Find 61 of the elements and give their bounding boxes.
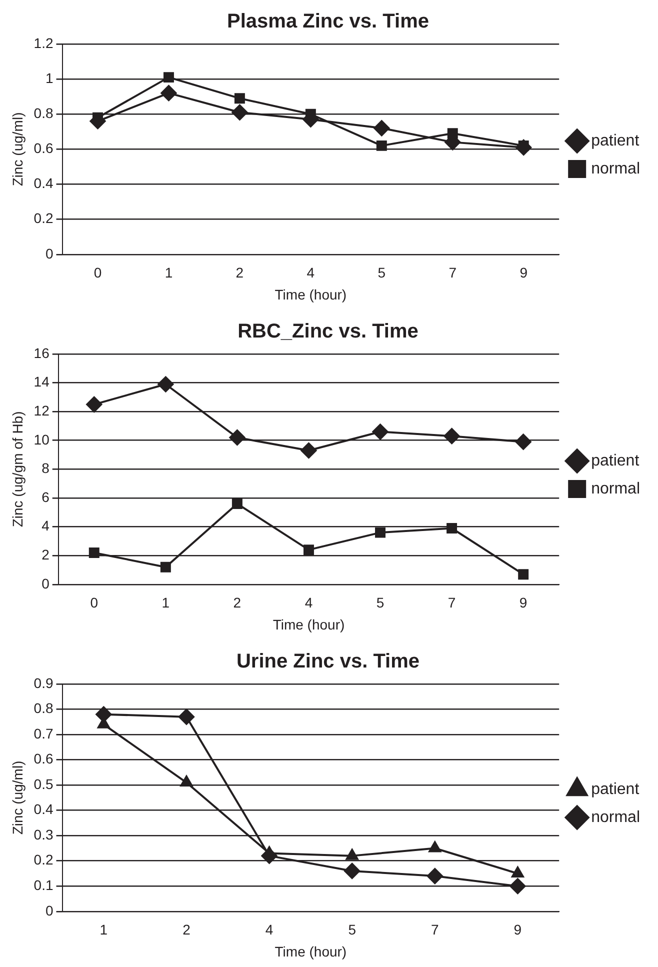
x-tick-label: 0 bbox=[94, 264, 102, 281]
y-tick-label: 16 bbox=[34, 344, 50, 361]
x-tick-label: 4 bbox=[304, 594, 313, 611]
x-tick-label: 7 bbox=[448, 264, 457, 281]
legend-label: patient bbox=[591, 452, 640, 470]
x-axis-title: Time (hour) bbox=[272, 616, 345, 632]
x-tick-label: 9 bbox=[514, 922, 522, 938]
y-tick-label: 6 bbox=[42, 488, 50, 505]
legend-label: normal bbox=[591, 480, 640, 498]
y-tick-label: 0.5 bbox=[34, 776, 54, 792]
y-tick-label: 0.3 bbox=[34, 826, 54, 842]
x-tick-label: 1 bbox=[100, 922, 108, 938]
x-tick-label: 1 bbox=[164, 264, 173, 281]
chart-title: Plasma Zinc vs. Time bbox=[227, 10, 429, 33]
x-tick-label: 0 bbox=[90, 594, 98, 611]
y-tick-label: 10 bbox=[34, 431, 50, 448]
y-tick-label: 2 bbox=[42, 546, 50, 562]
y-tick-label: 14 bbox=[34, 374, 50, 390]
x-tick-label: 2 bbox=[233, 594, 242, 611]
y-tick-label: 1 bbox=[45, 70, 54, 86]
y-tick-label: 0.6 bbox=[34, 750, 54, 767]
legend-label: patient bbox=[591, 132, 640, 150]
x-tick-label: 5 bbox=[376, 594, 384, 611]
x-axis-title: Time (hour) bbox=[274, 286, 347, 302]
y-axis-title: Zinc (ug/ml) bbox=[9, 760, 26, 835]
x-tick-label: 1 bbox=[162, 594, 170, 611]
chart-title: Urine Zinc vs. Time bbox=[236, 650, 420, 673]
y-tick-label: 0.2 bbox=[34, 852, 54, 868]
x-tick-label: 5 bbox=[348, 922, 356, 938]
y-tick-label: 0 bbox=[45, 902, 54, 918]
x-tick-label: 7 bbox=[430, 922, 439, 938]
y-tick-label: 0.1 bbox=[34, 876, 54, 893]
x-axis-title: Time (hour) bbox=[274, 943, 347, 960]
legend-label: normal bbox=[591, 160, 640, 178]
y-tick-label: 0.6 bbox=[34, 140, 54, 156]
y-tick-label: 0 bbox=[42, 575, 50, 592]
y-tick-label: 1.2 bbox=[34, 34, 54, 51]
y-tick-label: 0.4 bbox=[34, 801, 54, 818]
y-tick-label: 0.8 bbox=[34, 104, 54, 121]
y-tick-label: 0.7 bbox=[34, 725, 54, 742]
y-tick-label: 0 bbox=[45, 245, 54, 262]
legend-label: normal bbox=[591, 808, 640, 826]
y-tick-label: 0.8 bbox=[34, 700, 54, 716]
x-tick-label: 9 bbox=[520, 264, 528, 281]
legend-label: patient bbox=[591, 780, 640, 798]
x-tick-label: 5 bbox=[378, 264, 386, 281]
x-tick-label: 9 bbox=[519, 594, 528, 611]
x-tick-label: 7 bbox=[448, 594, 456, 611]
y-tick-label: 4 bbox=[42, 518, 50, 534]
x-tick-label: 4 bbox=[265, 922, 274, 938]
chart-title: RBC_Zinc vs. Time bbox=[238, 320, 418, 343]
x-tick-label: 4 bbox=[306, 264, 315, 281]
y-axis-title: Zinc (ug/ml) bbox=[9, 112, 26, 186]
y-axis-title: Zinc (ug/gm of Hb) bbox=[9, 411, 26, 528]
y-tick-label: 0.2 bbox=[34, 210, 54, 226]
y-tick-label: 12 bbox=[34, 402, 50, 418]
x-tick-label: 2 bbox=[236, 264, 244, 281]
x-tick-label: 2 bbox=[182, 922, 191, 938]
y-tick-label: 0.9 bbox=[34, 674, 54, 691]
y-tick-label: 8 bbox=[42, 460, 50, 476]
y-tick-label: 0.4 bbox=[34, 175, 54, 192]
